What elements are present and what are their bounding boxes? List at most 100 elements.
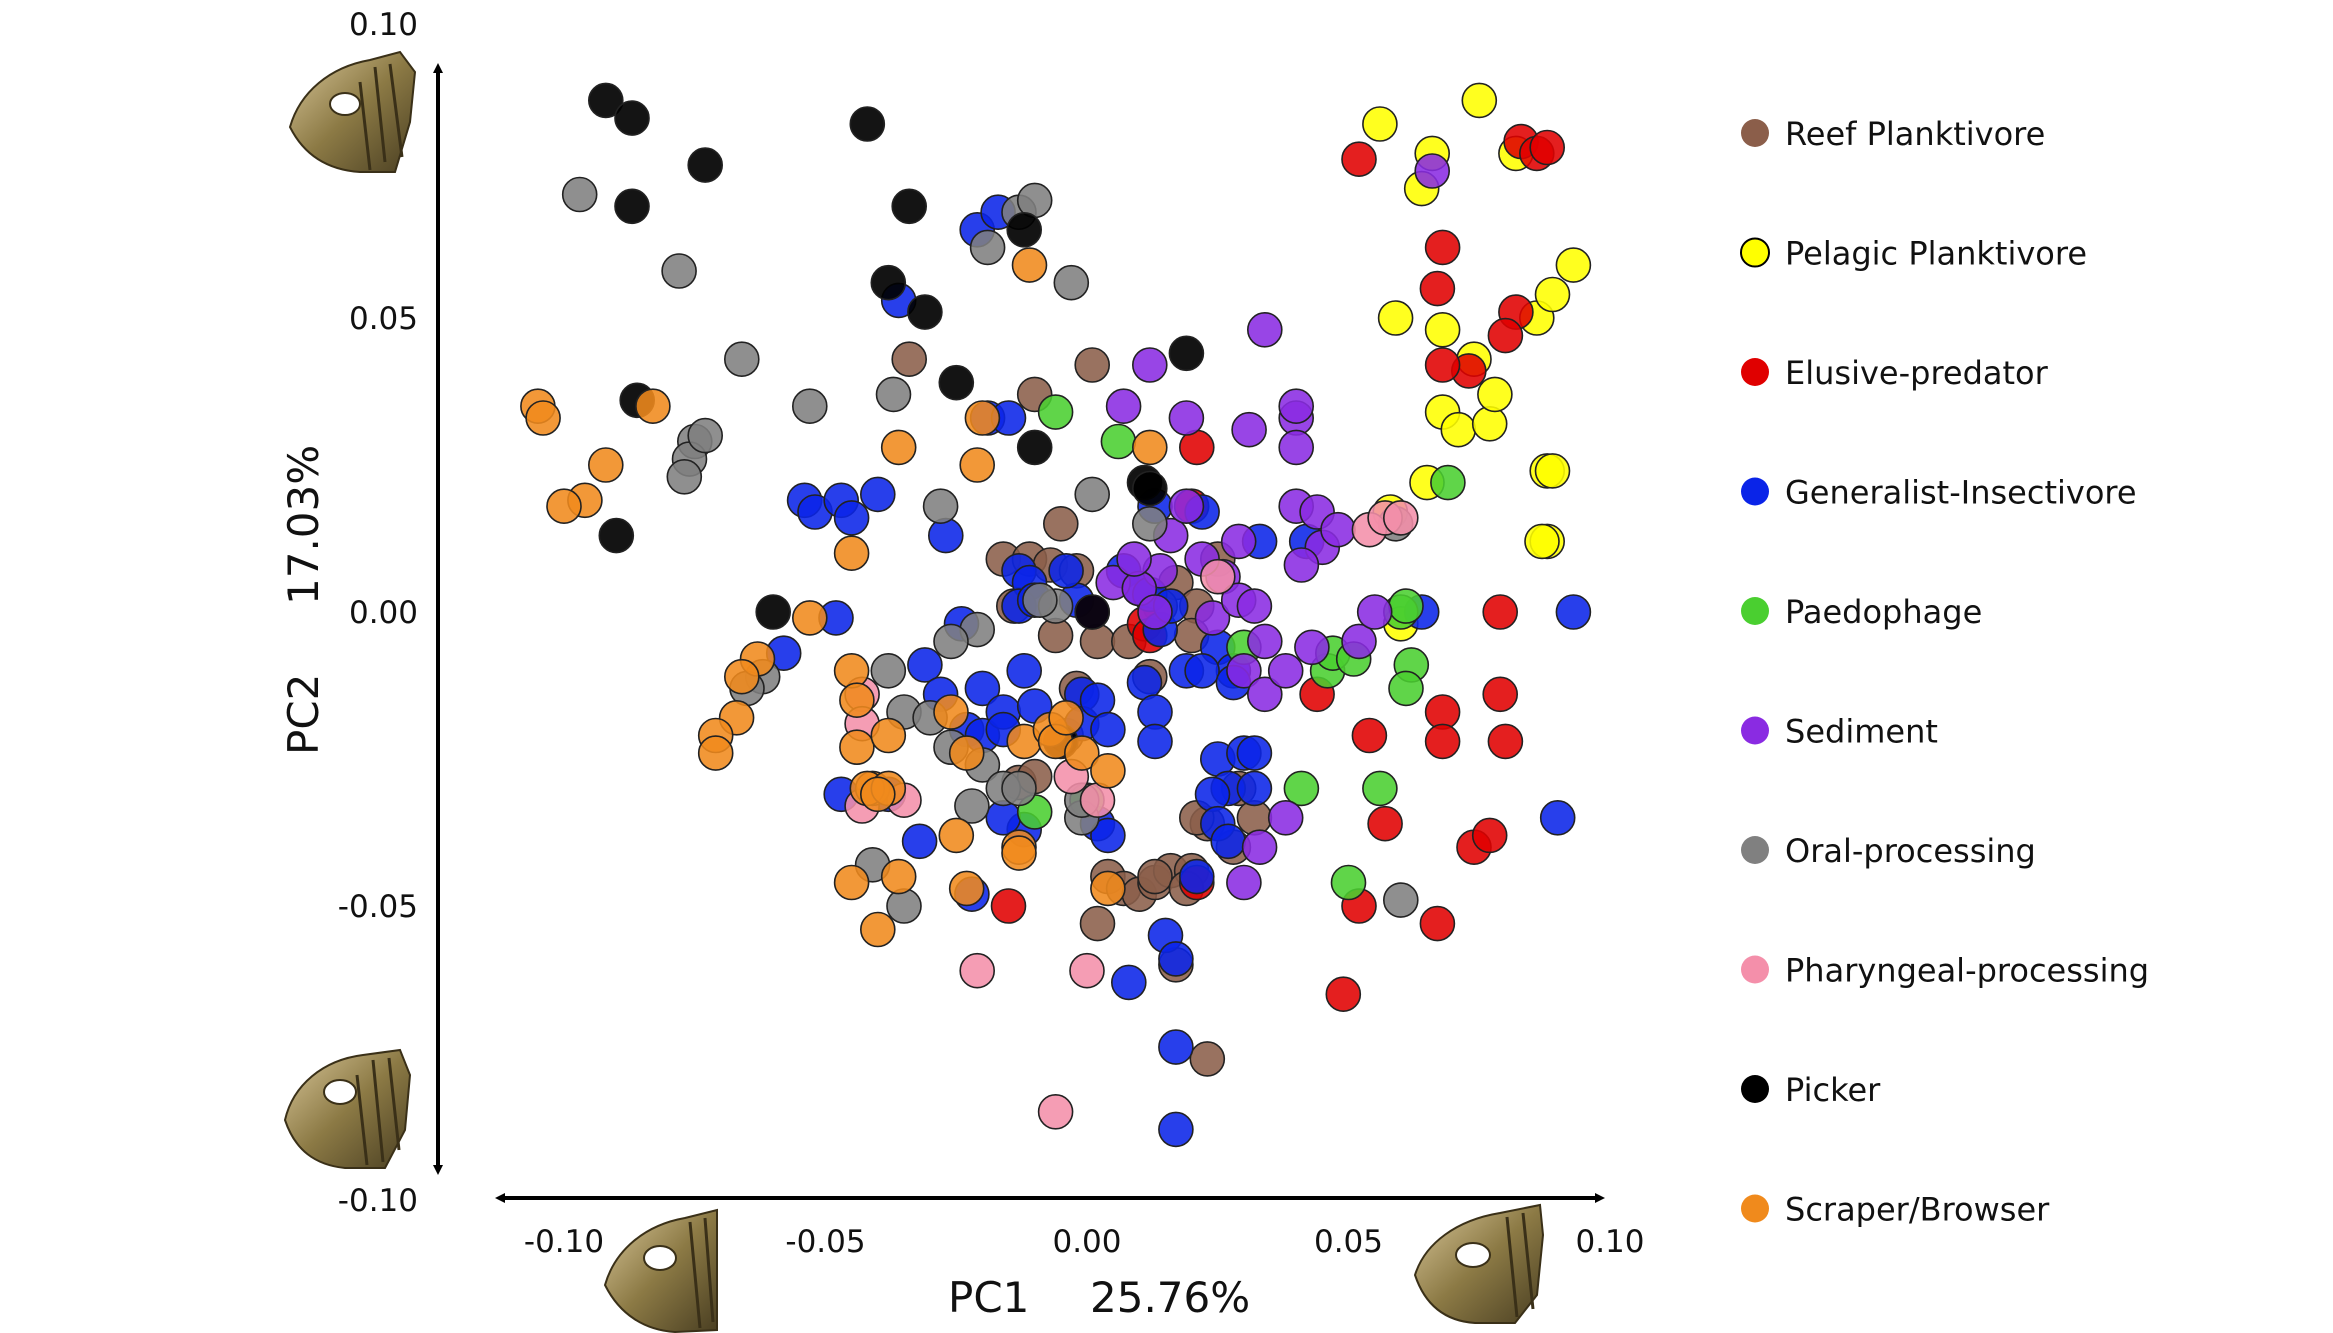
x-tick-label: 0.00 [1052,1224,1121,1260]
data-point-picker [938,364,975,401]
data-point-sediment [1283,547,1320,583]
data-point-elusive-predator [1325,976,1362,1013]
data-point-generalist-insectivore [859,476,896,513]
y-tick-label: -0.10 [338,1183,418,1219]
data-point-generalist-insectivore [907,647,943,683]
data-point-scraper-browser [1001,835,1037,871]
data-point-generalist-insectivore [1184,652,1220,689]
data-point-generalist-insectivore [833,500,870,536]
legend-marker [1741,716,1769,745]
data-point-pelagic-planktivore [1534,453,1571,489]
data-point-pelagic-planktivore [1377,300,1414,336]
data-point-scraper-browser [880,429,917,466]
legend-label: Pelagic Planktivore [1785,235,2087,273]
data-point-sediment [1294,629,1330,666]
fish-skull-icon-bottom [283,1048,412,1169]
data-point-pharyngeal-processing [1200,558,1236,595]
data-point-sediment [1132,347,1168,383]
legend-label: Sediment [1785,713,1938,751]
data-point-reef-planktivore [1189,1041,1226,1077]
data-point-sediment [1220,523,1257,560]
data-point-scraper-browser [948,735,985,771]
data-point-picker [1168,335,1205,372]
x-axis-title: PC1 [948,1273,1029,1322]
legend-label: Paedophage [1785,593,1982,631]
data-point-generalist-insectivore [1090,817,1126,854]
data-point-picker [614,188,650,225]
data-point-picker [1132,470,1168,507]
data-point-scraper-browser [964,400,1001,436]
data-point-elusive-predator [1482,676,1518,713]
data-point-pelagic-planktivore [1471,405,1508,442]
data-point-oral-processing [666,458,703,495]
data-point-scraper-browser [697,735,734,771]
data-point-picker [587,82,624,119]
data-point-pharyngeal-processing [1037,1094,1074,1130]
data-point-oral-processing [922,488,959,525]
legend-marker [1740,237,1770,268]
legend-marker [1741,358,1769,386]
data-point-picker [870,264,907,301]
data-point-sediment [1105,388,1142,425]
data-point-generalist-insectivore [1555,594,1592,630]
data-point-reef-planktivore [1079,623,1116,660]
legend-marker [1741,1075,1769,1103]
legend-label: Reef Planktivore [1785,115,2045,153]
data-point-picker [1074,594,1110,630]
legend-marker [1741,597,1769,625]
scatter-points [520,82,1592,1148]
data-point-picker [1006,212,1042,248]
legend-label: Pharyngeal-processing [1785,952,2149,990]
data-point-sediment [1226,652,1262,689]
data-point-sediment [1247,676,1283,713]
data-point-pelagic-planktivore [1362,106,1398,142]
data-point-generalist-insectivore [1236,770,1273,807]
data-point-oral-processing [561,176,598,213]
data-point-generalist-insectivore [1210,823,1246,860]
data-point-picker [907,294,943,330]
x-axis-percent: 25.76% [1090,1273,1250,1322]
data-point-generalist-insectivore [1137,723,1173,760]
data-point-generalist-insectivore [1090,711,1126,748]
data-point-sediment [1231,411,1267,448]
data-point-scraper-browser [833,652,870,689]
data-point-pelagic-planktivore [1477,376,1513,413]
data-point-sediment [1414,153,1450,189]
data-point-pelagic-planktivore [1424,311,1461,348]
x-tick-label: -0.05 [785,1224,865,1260]
data-point-elusive-predator [1419,905,1456,942]
data-point-elusive-predator [1471,817,1508,854]
data-point-elusive-predator [1341,141,1377,177]
data-point-scraper-browser [1048,699,1084,736]
data-point-sediment [1247,623,1283,660]
data-point-sediment [1236,588,1273,624]
data-point-picker [755,594,792,630]
data-point-scraper-browser [859,776,896,813]
data-point-elusive-predator [1487,317,1524,354]
data-point-oral-processing [1074,476,1110,513]
data-point-elusive-predator [1424,347,1461,383]
data-point-reef-planktivore [1079,905,1116,942]
data-point-elusive-predator [1482,594,1518,630]
legend-marker [1741,1194,1769,1223]
data-point-generalist-insectivore [1006,652,1042,689]
data-point-oral-processing [791,388,828,425]
legend-marker [1741,477,1769,506]
data-point-pelagic-planktivore [1524,523,1560,560]
data-point-generalist-insectivore [1194,776,1231,813]
data-point-picker [598,517,635,554]
data-point-reef-planktivore [1043,505,1079,542]
legend-label: Picker [1785,1071,1881,1109]
x-tick-label: 0.10 [1575,1224,1644,1260]
data-point-scraper-browser [1064,735,1100,771]
data-point-generalist-insectivore [1111,964,1147,1001]
data-point-scraper-browser [839,682,875,719]
data-point-picker [891,188,928,225]
x-tick-label: 0.05 [1314,1224,1383,1260]
legend-label: Scraper/Browser [1785,1191,2050,1229]
data-point-oral-processing [1383,882,1419,918]
data-point-pelagic-planktivore [1555,247,1592,283]
data-point-oral-processing [723,341,760,378]
legend-marker [1741,119,1769,147]
